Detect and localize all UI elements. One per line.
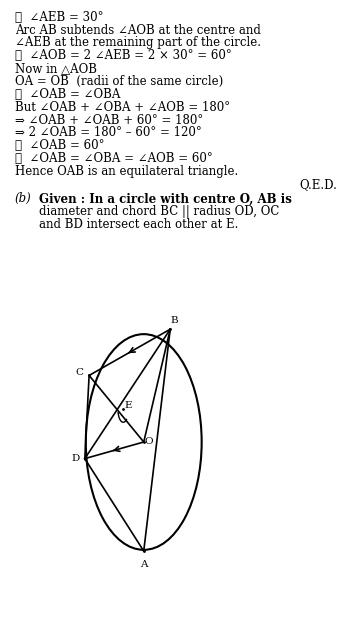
Text: ∠AEB at the remaining part of the circle.: ∠AEB at the remaining part of the circle… xyxy=(15,36,261,49)
Text: But ∠OAB + ∠OBA + ∠AOB = 180°: But ∠OAB + ∠OBA + ∠AOB = 180° xyxy=(15,101,230,114)
Text: OA = OB  (radii of the same circle): OA = OB (radii of the same circle) xyxy=(15,75,223,88)
Text: E: E xyxy=(124,401,132,410)
Text: ∴  ∠AEB = 30°: ∴ ∠AEB = 30° xyxy=(15,11,103,24)
Text: ∴  ∠OAB = ∠OBA: ∴ ∠OAB = ∠OBA xyxy=(15,88,120,101)
Text: and BD intersect each other at E.: and BD intersect each other at E. xyxy=(39,219,239,232)
Text: Q.E.D.: Q.E.D. xyxy=(299,178,337,191)
Text: C: C xyxy=(76,368,84,378)
Text: O: O xyxy=(144,438,153,446)
Text: Now in △AOB: Now in △AOB xyxy=(15,62,97,75)
Text: Hence OAB is an equilateral triangle.: Hence OAB is an equilateral triangle. xyxy=(15,165,238,178)
Text: ∴  ∠OAB = 60°: ∴ ∠OAB = 60° xyxy=(15,139,104,152)
Text: A: A xyxy=(140,560,148,569)
Text: diameter and chord BC || radius OD, OC: diameter and chord BC || radius OD, OC xyxy=(39,206,280,219)
Text: ∴  ∠AOB = 2 ∠AEB = 2 × 30° = 60°: ∴ ∠AOB = 2 ∠AEB = 2 × 30° = 60° xyxy=(15,49,231,62)
Text: ∴  ∠OAB = ∠OBA = ∠AOB = 60°: ∴ ∠OAB = ∠OBA = ∠AOB = 60° xyxy=(15,152,212,165)
Text: Given : In a circle with centre O, AB is: Given : In a circle with centre O, AB is xyxy=(39,193,292,206)
Text: ⇒ ∠OAB + ∠OAB + 60° = 180°: ⇒ ∠OAB + ∠OAB + 60° = 180° xyxy=(15,113,203,126)
Text: (b): (b) xyxy=(15,193,31,206)
Text: ⇒ 2 ∠OAB = 180° – 60° = 120°: ⇒ 2 ∠OAB = 180° – 60° = 120° xyxy=(15,126,201,139)
Text: B: B xyxy=(171,316,178,325)
Text: D: D xyxy=(71,454,80,463)
Text: Arc AB subtends ∠AOB at the centre and: Arc AB subtends ∠AOB at the centre and xyxy=(15,24,261,37)
